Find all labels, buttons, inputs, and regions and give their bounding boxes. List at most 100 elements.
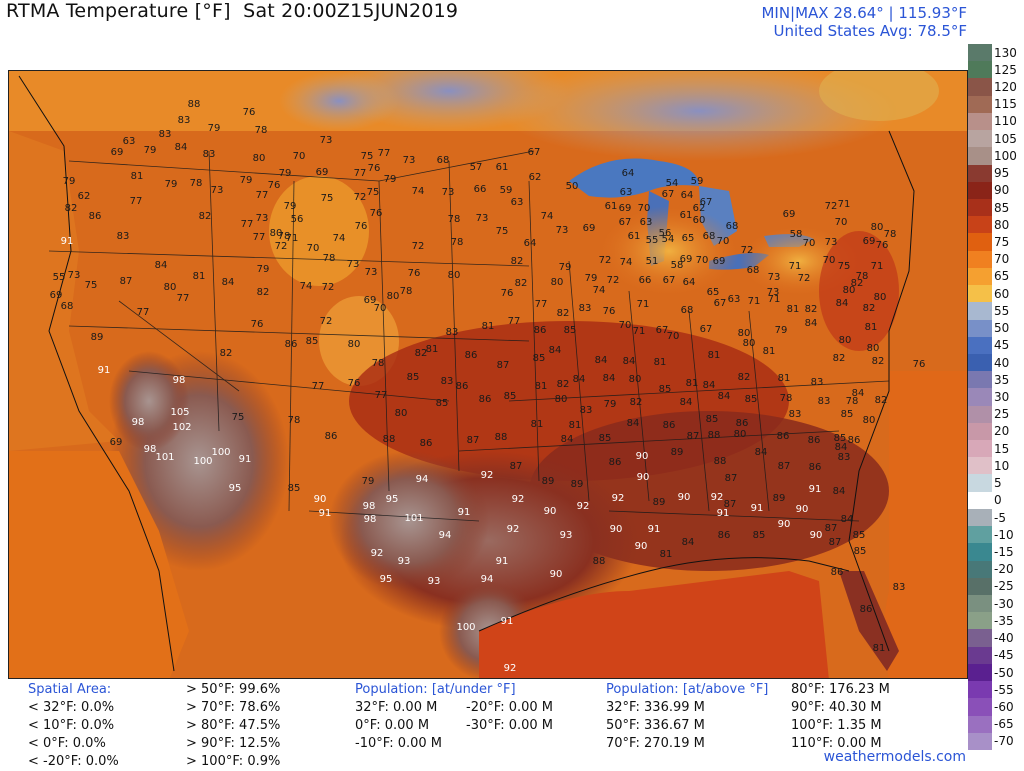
station-temperature-label: 79 <box>585 273 598 284</box>
station-temperature-label: 66 <box>474 184 487 195</box>
station-temperature-label: 82 <box>805 304 818 315</box>
station-temperature-label: 76 <box>408 268 421 279</box>
station-temperature-label: 58 <box>790 229 803 240</box>
station-temperature-label: 77 <box>378 148 391 159</box>
station-temperature-label: 87 <box>120 276 133 287</box>
stat-line: 80°F: 176.23 M <box>791 682 890 697</box>
station-temperature-label: 90 <box>610 524 623 535</box>
station-temperature-label: 50 <box>566 181 579 192</box>
station-temperature-label: 81 <box>193 271 206 282</box>
station-temperature-label: 59 <box>500 185 513 196</box>
station-temperature-label: 71 <box>286 233 299 244</box>
station-temperature-label: 67 <box>700 197 713 208</box>
station-temperature-label: 84 <box>755 447 768 458</box>
station-temperature-label: 80 <box>629 374 642 385</box>
station-temperature-label: 82 <box>220 348 233 359</box>
station-temperature-label: 62 <box>78 191 91 202</box>
station-temperature-label: 78 <box>400 286 413 297</box>
colorbar-segment <box>968 595 992 613</box>
station-temperature-label: 91 <box>61 236 74 247</box>
station-temperature-label: 83 <box>838 452 851 463</box>
station-temperature-label: 79 <box>144 145 157 156</box>
station-temperature-label: 80 <box>253 153 266 164</box>
colorbar-segment <box>968 405 992 424</box>
station-temperature-label: 69 <box>583 223 596 234</box>
colorbar-tick-label: 70 <box>994 252 1010 267</box>
station-temperature-label: 88 <box>495 432 508 443</box>
colorbar-segment <box>968 285 992 303</box>
credit-link[interactable]: weathermodels.com <box>823 749 966 765</box>
station-temperature-label: 91 <box>751 503 764 514</box>
station-temperature-label: 73 <box>68 270 81 281</box>
station-temperature-label: 84 <box>680 397 693 408</box>
station-temperature-label: 72 <box>412 241 425 252</box>
stat-line: < -20°F: 0.0% <box>28 754 119 769</box>
colorbar-segment <box>968 336 992 355</box>
station-temperature-label: 63 <box>511 197 524 208</box>
station-temperature-label: 64 <box>524 238 537 249</box>
colorbar-tick-label: 80 <box>994 217 1010 232</box>
station-temperature-label: 75 <box>496 226 509 237</box>
station-temperature-label: 79 <box>208 123 221 134</box>
station-temperature-label: 90 <box>635 541 648 552</box>
station-temperature-label: 78 <box>856 271 869 282</box>
colorbar-segment <box>968 663 992 682</box>
colorbar-tick-label: -55 <box>994 682 1014 697</box>
station-temperature-label: 89 <box>773 493 786 504</box>
colorbar-segment <box>968 457 992 475</box>
station-temperature-label: 77 <box>177 293 190 304</box>
station-temperature-label: 77 <box>130 196 143 207</box>
colorbar-tick-label: 35 <box>994 372 1010 387</box>
colorbar-tick-label: 85 <box>994 200 1010 215</box>
station-temperature-label: 86 <box>831 567 844 578</box>
station-temperature-label: 63 <box>728 294 741 305</box>
station-temperature-label: 78 <box>288 415 301 426</box>
station-temperature-label: 84 <box>627 418 640 429</box>
station-temperature-label: 85 <box>533 353 546 364</box>
colorbar-tick-label: 30 <box>994 390 1010 404</box>
station-temperature-label: 71 <box>789 261 802 272</box>
station-temperature-label: 93 <box>560 530 573 541</box>
station-temperature-label: 91 <box>239 454 252 465</box>
station-temperature-label: 79 <box>165 179 178 190</box>
station-temperature-label: 80 <box>743 338 756 349</box>
station-temperature-label: 81 <box>654 357 667 368</box>
colorbar-tick-label: 60 <box>994 286 1010 301</box>
colorbar-tick-label: -25 <box>994 579 1014 594</box>
station-temperature-label: 78 <box>846 396 859 407</box>
station-temperature-label: 61 <box>496 162 509 173</box>
station-temperature-label: 83 <box>203 149 216 160</box>
colorbar-segment <box>968 629 992 648</box>
station-temperature-label: 83 <box>446 327 459 338</box>
station-temperature-label: 91 <box>717 508 730 519</box>
stat-line: > 100°F: 0.9% <box>186 754 281 769</box>
station-temperature-label: 66 <box>639 275 652 286</box>
colorbar-segment <box>968 61 992 79</box>
station-temperature-label: 60 <box>693 215 706 226</box>
colorbar-segment <box>968 474 992 493</box>
station-temperature-label: 69 <box>316 167 329 178</box>
station-temperature-label: 94 <box>439 530 452 541</box>
station-temperature-label: 73 <box>320 135 333 146</box>
station-temperature-label: 84 <box>603 373 616 384</box>
station-temperature-label: 85 <box>834 433 847 444</box>
station-temperature-label: 72 <box>825 201 838 212</box>
station-temperature-label: 98 <box>132 417 145 428</box>
station-temperature-label: 69 <box>110 437 123 448</box>
station-temperature-label: 89 <box>671 447 684 458</box>
colorbar-segment <box>968 526 992 544</box>
temperature-map[interactable]: 88 83 79 76 78 83 84 83 80 70 73 75 77 73 68 57 61 62 67 63… <box>8 70 968 679</box>
station-temperature-label: 74 <box>412 186 425 197</box>
station-temperature-label: 83 <box>818 396 831 407</box>
station-temperature-label: 95 <box>380 574 393 585</box>
station-temperature-label: 79 <box>775 325 788 336</box>
station-temperature-label: 80 <box>270 228 283 239</box>
station-temperature-label: 80 <box>843 285 856 296</box>
station-temperature-label: 86 <box>860 604 873 615</box>
station-temperature-label: 68 <box>437 155 450 166</box>
station-temperature-label: 77 <box>241 219 254 230</box>
station-temperature-label: 90 <box>314 494 327 505</box>
spatial-area-heading: Spatial Area: <box>28 682 112 697</box>
colorbar-segment <box>968 440 992 458</box>
